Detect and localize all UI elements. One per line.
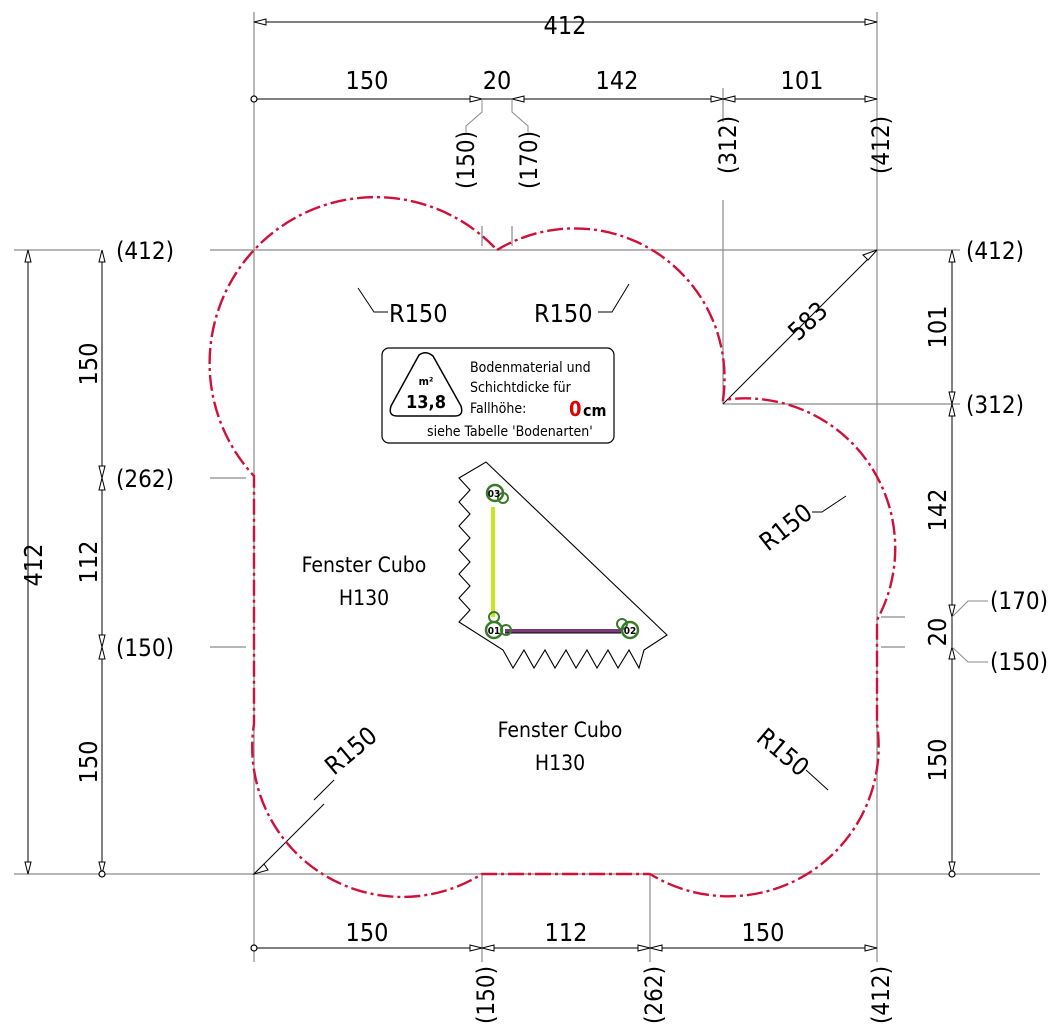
bottom-dim-3: 150	[742, 918, 785, 947]
right-ref-leaders	[951, 600, 988, 663]
fall-height-unit: cm	[583, 401, 607, 420]
window-label-1-line2: H130	[339, 586, 389, 610]
top-ref-3: (312)	[714, 116, 742, 174]
radius-label-bottom-right: R150	[751, 722, 814, 782]
top-ref-1: (150)	[452, 131, 480, 189]
info-line-2: Schichtdicke für	[470, 380, 572, 396]
top-ref-2: (170)	[515, 131, 543, 189]
top-ref-leaders	[465, 99, 529, 132]
radius-label-top-center: R150	[534, 299, 593, 328]
left-dim-1: 150	[74, 343, 103, 386]
bottom-dim-1: 150	[346, 918, 389, 947]
top-ref-4: (412)	[867, 116, 895, 174]
right-dim-2: 142	[923, 489, 952, 532]
left-ref-3: (150)	[116, 634, 174, 662]
area-unit: m²	[419, 375, 434, 388]
window-label-2-line1: Fenster Cubo	[498, 718, 623, 742]
top-dim-1: 150	[346, 66, 389, 95]
right-dim-1: 101	[923, 306, 952, 349]
post-label-03: 03	[488, 489, 501, 500]
top-dim-3: 142	[596, 66, 639, 95]
bottom-ref-3: (412)	[867, 966, 895, 1024]
info-line-4: siehe Tabelle 'Bodenarten'	[427, 424, 593, 440]
window-label-1-line1: Fenster Cubo	[302, 553, 427, 577]
left-ref-2: (262)	[116, 465, 174, 493]
radius-label-bottom-left: R150	[319, 721, 382, 781]
info-line-3: Fallhöhe:	[470, 401, 526, 417]
post-03: 03	[485, 483, 509, 504]
info-box: m² 13,8 Bodenmaterial und Schichtdicke f…	[381, 347, 615, 444]
right-ref-3: (170)	[990, 587, 1048, 615]
play-area-outline	[208, 195, 897, 899]
overall-height-label: 412	[19, 544, 48, 587]
dimension-lines	[27, 21, 953, 949]
radius-label-right: R150	[754, 498, 818, 557]
left-dim-2: 112	[74, 541, 103, 584]
bottom-ref-2: (262)	[640, 966, 668, 1024]
post-01: 01	[484, 611, 512, 640]
right-ref-1: (412)	[966, 237, 1024, 265]
post-label-01: 01	[488, 626, 501, 637]
right-ref-4: (150)	[990, 648, 1048, 676]
post-label-02: 02	[624, 626, 637, 637]
left-dim-3: 150	[74, 741, 103, 784]
diagonal-dim-label: 583	[782, 296, 833, 346]
bottom-ref-1: (150)	[472, 966, 500, 1024]
bottom-dim-2: 112	[545, 918, 588, 947]
radius-label-top-left: R150	[389, 299, 448, 328]
left-ref-1: (412)	[116, 237, 174, 265]
info-line-1: Bodenmaterial und	[470, 360, 591, 376]
extension-lines	[14, 12, 1040, 962]
overall-width-label: 412	[544, 11, 587, 40]
top-dim-2: 20	[483, 66, 512, 95]
top-dim-4: 101	[781, 66, 824, 95]
area-value: 13,8	[406, 392, 446, 413]
area-badge	[389, 352, 463, 417]
radius-leaders	[313, 283, 847, 801]
right-dim-3: 20	[923, 618, 952, 647]
right-dim-4: 150	[923, 739, 952, 782]
origin-dots	[98, 95, 956, 952]
fall-height-value: 0	[569, 397, 582, 421]
play-equipment: 03 01 02	[458, 461, 668, 670]
window-label-2-line2: H130	[535, 751, 585, 775]
equipment-safety-zone	[458, 461, 668, 670]
arrowheads	[24, 18, 956, 952]
post-02: 02	[616, 618, 640, 640]
right-ref-2: (312)	[966, 391, 1024, 419]
